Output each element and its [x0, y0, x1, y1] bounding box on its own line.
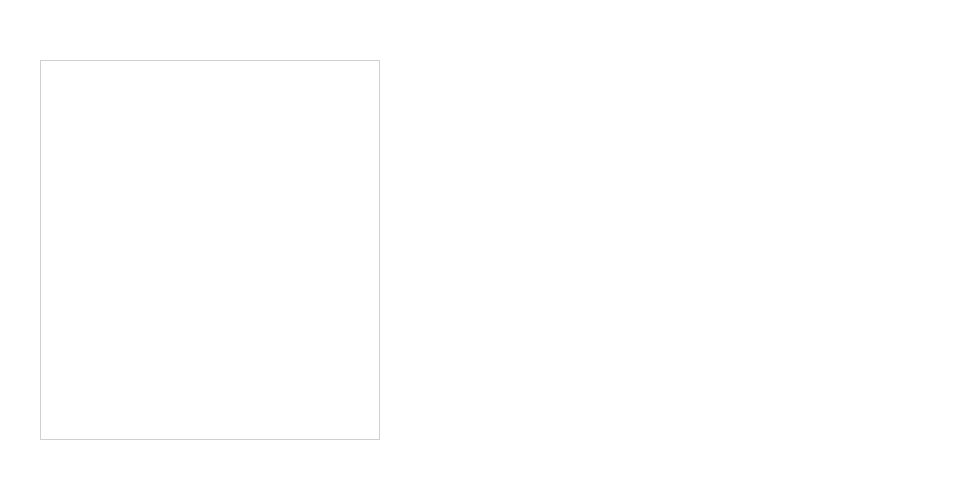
map-panel: [40, 60, 380, 440]
map-legend: [47, 67, 55, 75]
chart-panel: [400, 60, 929, 440]
x-marker-current-year: [450, 418, 484, 434]
chart-area: [400, 60, 929, 440]
map-svg: [41, 61, 379, 439]
brand-logo: [923, 468, 947, 492]
content-row: [40, 60, 929, 450]
slide-footer: [12, 482, 947, 494]
source-right: [456, 482, 947, 494]
bar-container: [450, 70, 919, 410]
